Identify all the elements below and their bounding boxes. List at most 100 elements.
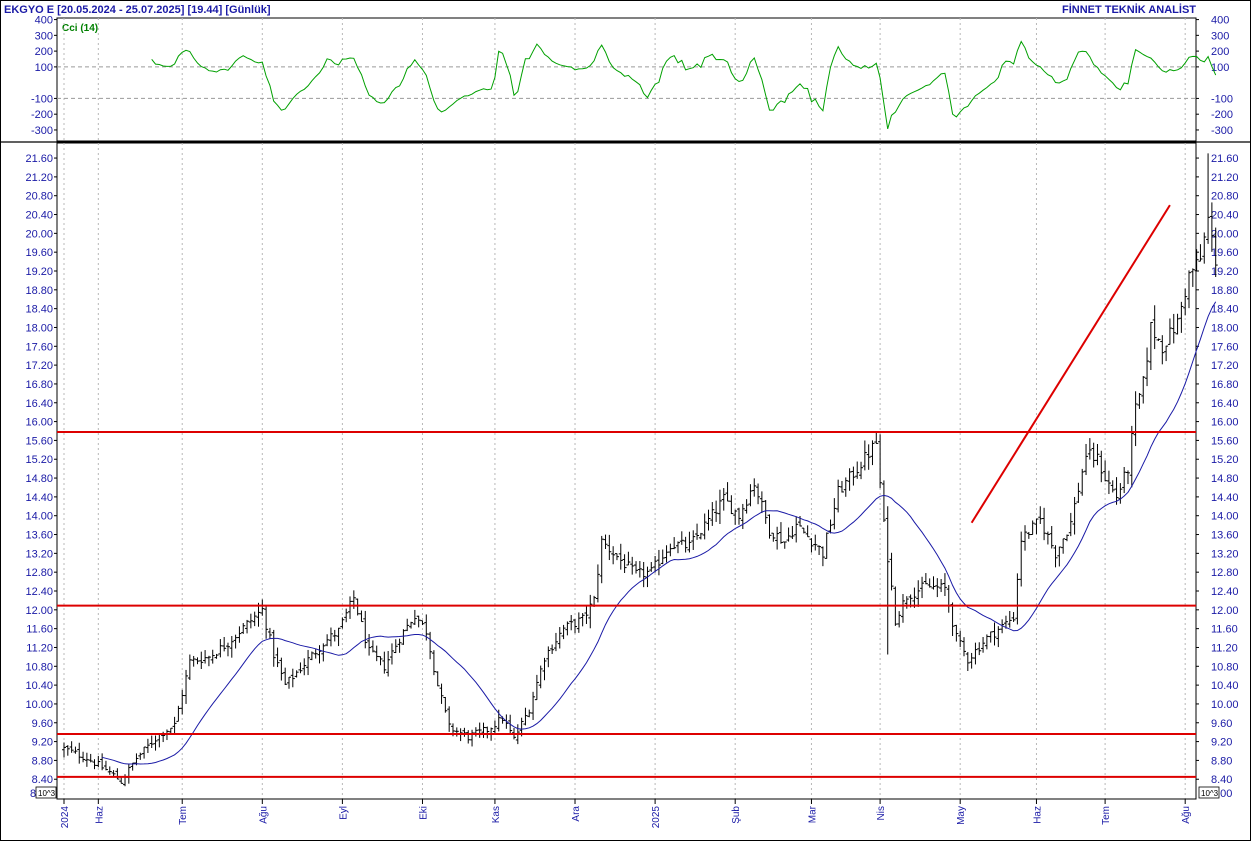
price-y-tick-label-right: 10.40	[1211, 680, 1239, 692]
ohlc-bar	[416, 615, 421, 628]
cci-panel: 400 400 300 300 200 200 100 100 -100 -100 -200 -200…	[31, 15, 1233, 142]
price-y-tick-label-right: 17.20	[1211, 360, 1239, 372]
ohlc-bar	[470, 729, 475, 747]
x-tick-label: Nis	[876, 806, 887, 820]
ohlc-bar	[225, 642, 230, 657]
cci-indicator-label: Cci (14)	[62, 23, 98, 34]
ohlc-bar	[1198, 244, 1203, 262]
ohlc-bar	[336, 627, 341, 647]
ohlc-bar	[290, 668, 295, 688]
ohlc-bar	[630, 556, 635, 575]
ohlc-bar	[378, 656, 383, 666]
ohlc-bar	[420, 620, 425, 626]
ohlc-bar	[1110, 480, 1115, 493]
ohlc-bar	[1003, 615, 1008, 629]
ohlc-bar	[1011, 612, 1016, 622]
ohlc-bar	[900, 594, 905, 623]
price-y-tick-label-right: 8.40	[1211, 774, 1232, 786]
ohlc-bar	[1064, 534, 1069, 542]
price-y-tick-label-right: 18.80	[1211, 285, 1239, 297]
ohlc-bar	[817, 545, 822, 556]
price-y-tick-label-right: 20.80	[1211, 191, 1239, 203]
ohlc-bar	[611, 546, 616, 565]
ohlc-bar	[1164, 345, 1169, 362]
ohlc-bar	[81, 751, 86, 763]
ohlc-bar	[439, 683, 444, 704]
ohlc-bar	[904, 596, 909, 609]
ohlc-bar	[1045, 531, 1050, 545]
ohlc-bar	[542, 657, 547, 681]
price-y-tick-label-right: 21.20	[1211, 172, 1239, 184]
price-y-tick-label-right: 18.00	[1211, 322, 1239, 334]
ohlc-bar	[153, 735, 158, 751]
x-tick-label: Ağu	[258, 806, 269, 824]
price-y-tick-label-left: 14.80	[25, 473, 53, 485]
ohlc-bar	[546, 646, 551, 668]
ohlc-bar	[874, 432, 879, 444]
ohlc-bar	[302, 658, 307, 676]
ohlc-bar	[878, 434, 883, 489]
ohlc-bar	[359, 610, 364, 623]
ohlc-bar	[1183, 288, 1188, 316]
price-y-tick-label-left: 17.60	[25, 341, 53, 353]
price-y-tick-label-right: 14.00	[1211, 511, 1239, 523]
ohlc-bar	[721, 488, 726, 511]
price-y-tick-label-left: 8.40	[32, 774, 53, 786]
price-y-tick-label-right: 14.80	[1211, 473, 1239, 485]
price-y-tick-label-right: 20.00	[1211, 228, 1239, 240]
ohlc-bar	[862, 440, 867, 471]
price-y-tick-label-left: 20.00	[25, 228, 53, 240]
ohlc-bar	[889, 552, 894, 591]
price-y-tick-label-left: 16.40	[25, 398, 53, 410]
ohlc-bar	[149, 735, 154, 748]
ohlc-bar	[412, 609, 417, 625]
price-y-tick-label-right: 15.60	[1211, 435, 1239, 447]
ohlc-bar	[206, 655, 211, 667]
price-y-tick-label-left: 19.60	[25, 247, 53, 259]
price-y-tick-label-left: 10.80	[25, 661, 53, 673]
cci-y-tick-label-right: 300	[1211, 30, 1229, 42]
ohlc-bar	[355, 598, 360, 616]
ohlc-bar	[950, 602, 955, 637]
ohlc-bar	[786, 527, 791, 542]
ohlc-bar	[180, 689, 185, 715]
ohlc-bar	[370, 640, 375, 653]
ohlc-bar	[287, 676, 291, 689]
ohlc-bar	[813, 534, 818, 551]
ohlc-bar	[1023, 525, 1028, 551]
cci-panel-frame	[56, 17, 1197, 142]
ohlc-bar	[447, 706, 452, 732]
ohlc-bar	[859, 461, 864, 480]
x-tick-label: Ağu	[1181, 806, 1192, 824]
ohlc-bar	[1194, 249, 1199, 272]
ohlc-bar	[920, 576, 925, 599]
ohlc-bar	[534, 674, 539, 701]
ohlc-bar	[653, 556, 658, 573]
x-tick-label: Şub	[731, 806, 742, 824]
ohlc-bar	[1000, 619, 1005, 634]
price-y-bottom-label-left: 8	[30, 788, 36, 800]
ohlc-bar	[1122, 466, 1127, 494]
x-tick-label: Eyl	[338, 806, 349, 820]
ohlc-bar	[1015, 573, 1020, 625]
ohlc-bar	[614, 553, 619, 561]
cci-y-tick-label-left: 300	[35, 30, 53, 42]
ohlc-bar	[1125, 470, 1130, 485]
price-y-tick-label-left: 10.00	[25, 699, 53, 711]
cci-y-tick-label-left: 200	[35, 46, 53, 58]
price-y-tick-label-right: 12.40	[1211, 586, 1239, 598]
price-y-tick-label-left: 11.60	[26, 624, 53, 636]
ohlc-bar	[782, 541, 787, 549]
ohlc-bar	[1114, 477, 1119, 505]
price-y-tick-label-right: 8.80	[1211, 755, 1232, 767]
ohlc-bar	[618, 543, 623, 570]
price-y-tick-label-left: 12.00	[25, 605, 53, 617]
ohlc-bar	[92, 759, 97, 770]
ohlc-bar	[973, 642, 978, 665]
ohlc-bar	[942, 573, 947, 596]
ohlc-bar	[828, 519, 833, 534]
ohlc-bar	[599, 535, 604, 584]
cci-y-tick-label-right: 100	[1211, 62, 1229, 74]
ohlc-bar	[1160, 335, 1165, 365]
ohlc-bar	[881, 480, 886, 522]
